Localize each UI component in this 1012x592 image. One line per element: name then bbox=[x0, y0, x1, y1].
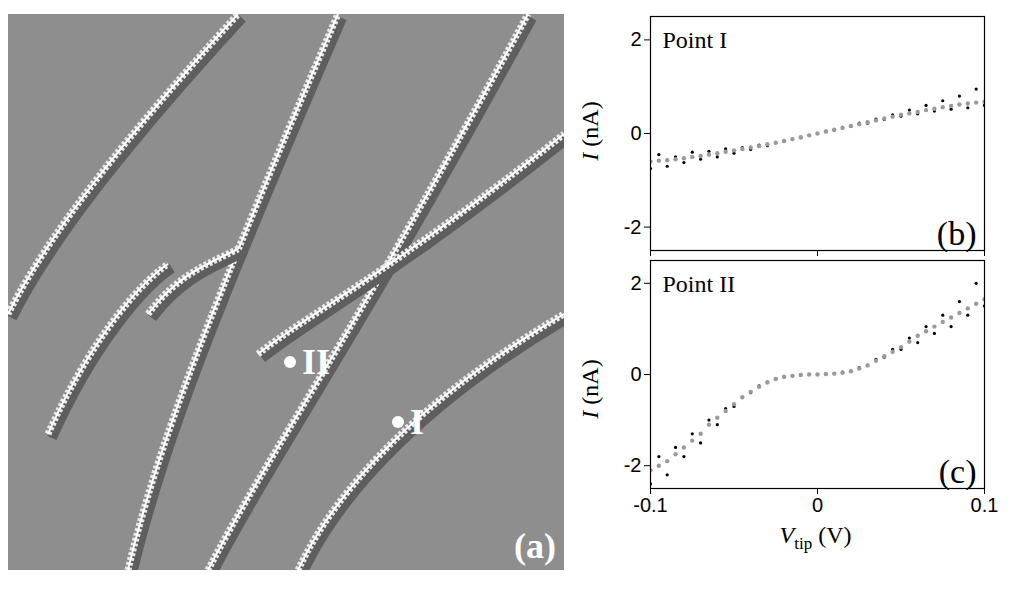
html-text:I: I bbox=[576, 410, 603, 419]
svg-text:2: 2 bbox=[630, 272, 641, 294]
svg-text:(b): (b) bbox=[937, 215, 977, 253]
svg-text:-2: -2 bbox=[624, 216, 642, 238]
html-text:I: I bbox=[576, 152, 603, 161]
svg-text:-2: -2 bbox=[624, 454, 642, 476]
svg-text:0.1: 0.1 bbox=[971, 494, 999, 516]
svg-text:0: 0 bbox=[630, 122, 641, 144]
html-text:(nA): (nA) bbox=[576, 101, 603, 153]
svg-text:II: II bbox=[302, 342, 330, 382]
html-text:(nA): (nA) bbox=[576, 359, 603, 411]
svg-text:0: 0 bbox=[812, 494, 823, 516]
svg-text:2: 2 bbox=[630, 28, 641, 50]
svg-text:0: 0 bbox=[630, 363, 641, 385]
svg-text:Point I: Point I bbox=[663, 27, 728, 53]
svg-text:-0.1: -0.1 bbox=[633, 494, 667, 516]
svg-text:I: I bbox=[410, 402, 424, 442]
svg-text:(c): (c) bbox=[939, 453, 977, 491]
svg-text:Point II: Point II bbox=[663, 271, 736, 297]
svg-text:(a): (a) bbox=[514, 526, 556, 566]
html-text:Vtip(V): Vtip(V) bbox=[779, 522, 852, 553]
